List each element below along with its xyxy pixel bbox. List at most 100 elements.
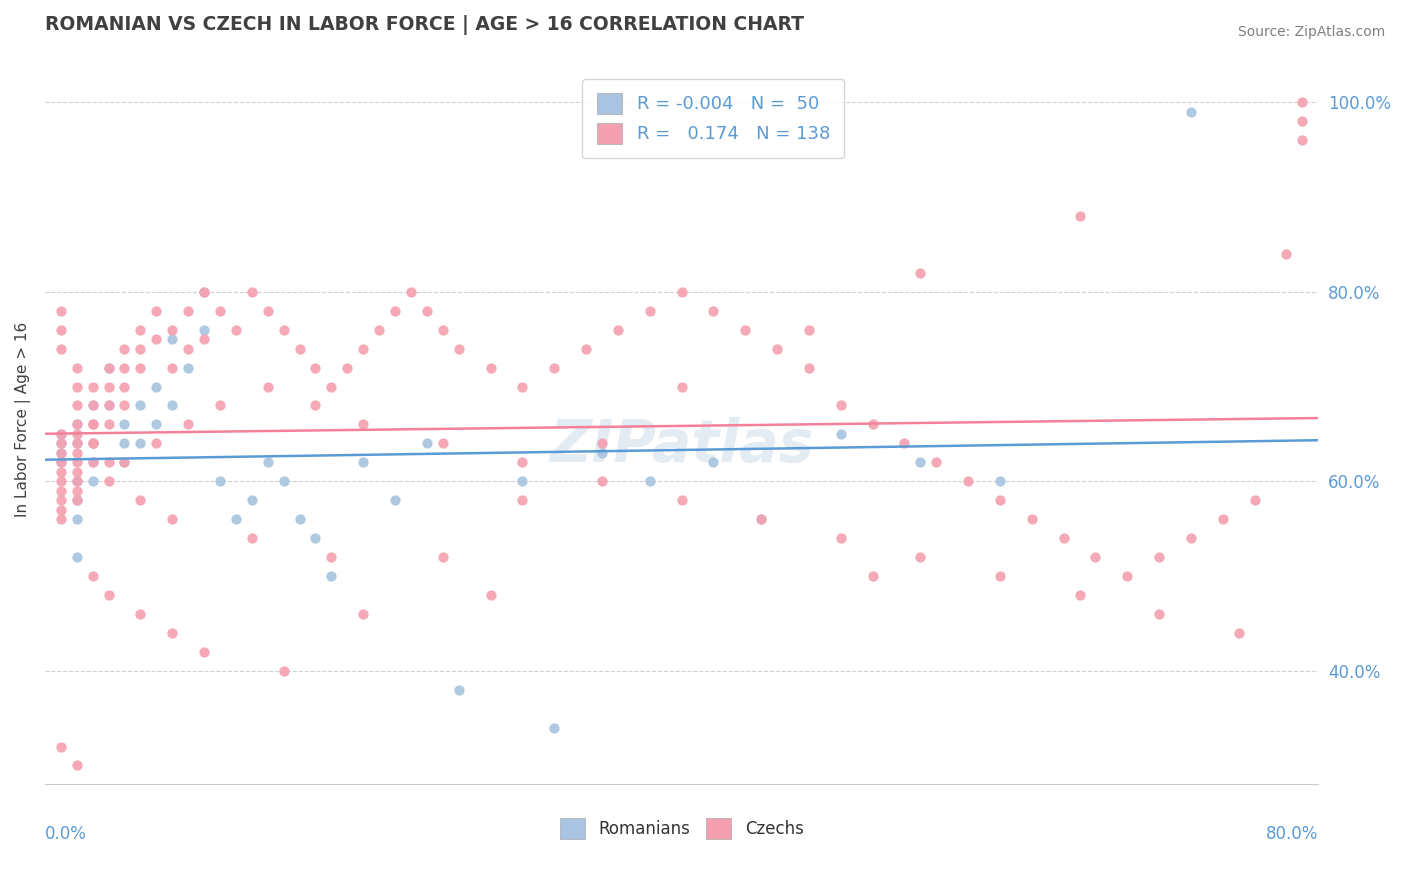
Point <box>512 455 534 469</box>
Point <box>432 436 454 450</box>
Point <box>49 739 72 754</box>
Point <box>479 360 502 375</box>
Point <box>49 436 72 450</box>
Point <box>543 721 565 735</box>
Point <box>82 399 104 413</box>
Point <box>160 323 183 337</box>
Point <box>702 455 724 469</box>
Point <box>1243 493 1265 508</box>
Point <box>432 550 454 565</box>
Point <box>512 475 534 489</box>
Point <box>304 531 326 545</box>
Point <box>129 399 152 413</box>
Point <box>288 512 311 526</box>
Point <box>82 569 104 583</box>
Point <box>447 342 470 356</box>
Point <box>66 493 89 508</box>
Point <box>66 512 89 526</box>
Text: ROMANIAN VS CZECH IN LABOR FORCE | AGE > 16 CORRELATION CHART: ROMANIAN VS CZECH IN LABOR FORCE | AGE >… <box>45 15 804 35</box>
Point <box>66 475 89 489</box>
Point <box>225 323 247 337</box>
Point <box>66 426 89 441</box>
Point <box>957 475 980 489</box>
Point <box>97 399 120 413</box>
Point <box>66 446 89 460</box>
Point <box>160 512 183 526</box>
Point <box>66 483 89 498</box>
Point <box>49 502 72 516</box>
Point <box>145 379 167 393</box>
Point <box>114 399 136 413</box>
Point <box>193 645 215 659</box>
Point <box>97 379 120 393</box>
Point <box>384 303 406 318</box>
Point <box>177 360 200 375</box>
Point <box>1291 133 1313 147</box>
Point <box>82 475 104 489</box>
Point <box>591 446 613 460</box>
Point <box>66 436 89 450</box>
Point <box>145 332 167 346</box>
Point <box>66 465 89 479</box>
Text: Source: ZipAtlas.com: Source: ZipAtlas.com <box>1237 25 1385 39</box>
Point <box>1116 569 1139 583</box>
Point <box>1069 209 1091 223</box>
Point <box>321 379 343 393</box>
Point <box>591 436 613 450</box>
Point <box>208 303 231 318</box>
Point <box>1021 512 1043 526</box>
Point <box>193 285 215 299</box>
Point <box>256 455 278 469</box>
Point <box>1180 104 1202 119</box>
Point <box>766 342 789 356</box>
Point <box>671 493 693 508</box>
Point <box>1227 625 1250 640</box>
Point <box>1052 531 1074 545</box>
Point <box>1180 531 1202 545</box>
Point <box>352 455 374 469</box>
Point <box>129 607 152 621</box>
Point <box>862 569 884 583</box>
Point <box>193 323 215 337</box>
Point <box>368 323 391 337</box>
Point <box>66 550 89 565</box>
Point <box>49 493 72 508</box>
Point <box>638 303 661 318</box>
Point <box>797 360 820 375</box>
Point <box>49 446 72 460</box>
Point <box>893 436 915 450</box>
Point <box>1291 114 1313 128</box>
Point <box>49 303 72 318</box>
Point <box>82 417 104 432</box>
Text: 80.0%: 80.0% <box>1265 824 1319 843</box>
Point <box>66 493 89 508</box>
Point <box>66 417 89 432</box>
Point <box>749 512 772 526</box>
Point <box>288 342 311 356</box>
Point <box>671 379 693 393</box>
Point <box>273 664 295 678</box>
Point <box>114 455 136 469</box>
Point <box>114 342 136 356</box>
Point <box>97 360 120 375</box>
Point <box>97 417 120 432</box>
Point <box>145 436 167 450</box>
Y-axis label: In Labor Force | Age > 16: In Labor Force | Age > 16 <box>15 322 31 517</box>
Point <box>512 379 534 393</box>
Point <box>352 607 374 621</box>
Point <box>702 303 724 318</box>
Point <box>240 531 263 545</box>
Point <box>49 426 72 441</box>
Point <box>910 266 932 280</box>
Point <box>352 417 374 432</box>
Point <box>256 379 278 393</box>
Point <box>1212 512 1234 526</box>
Point <box>512 493 534 508</box>
Point <box>49 426 72 441</box>
Point <box>82 455 104 469</box>
Point <box>97 588 120 602</box>
Point <box>66 475 89 489</box>
Point <box>321 569 343 583</box>
Point <box>66 417 89 432</box>
Point <box>49 455 72 469</box>
